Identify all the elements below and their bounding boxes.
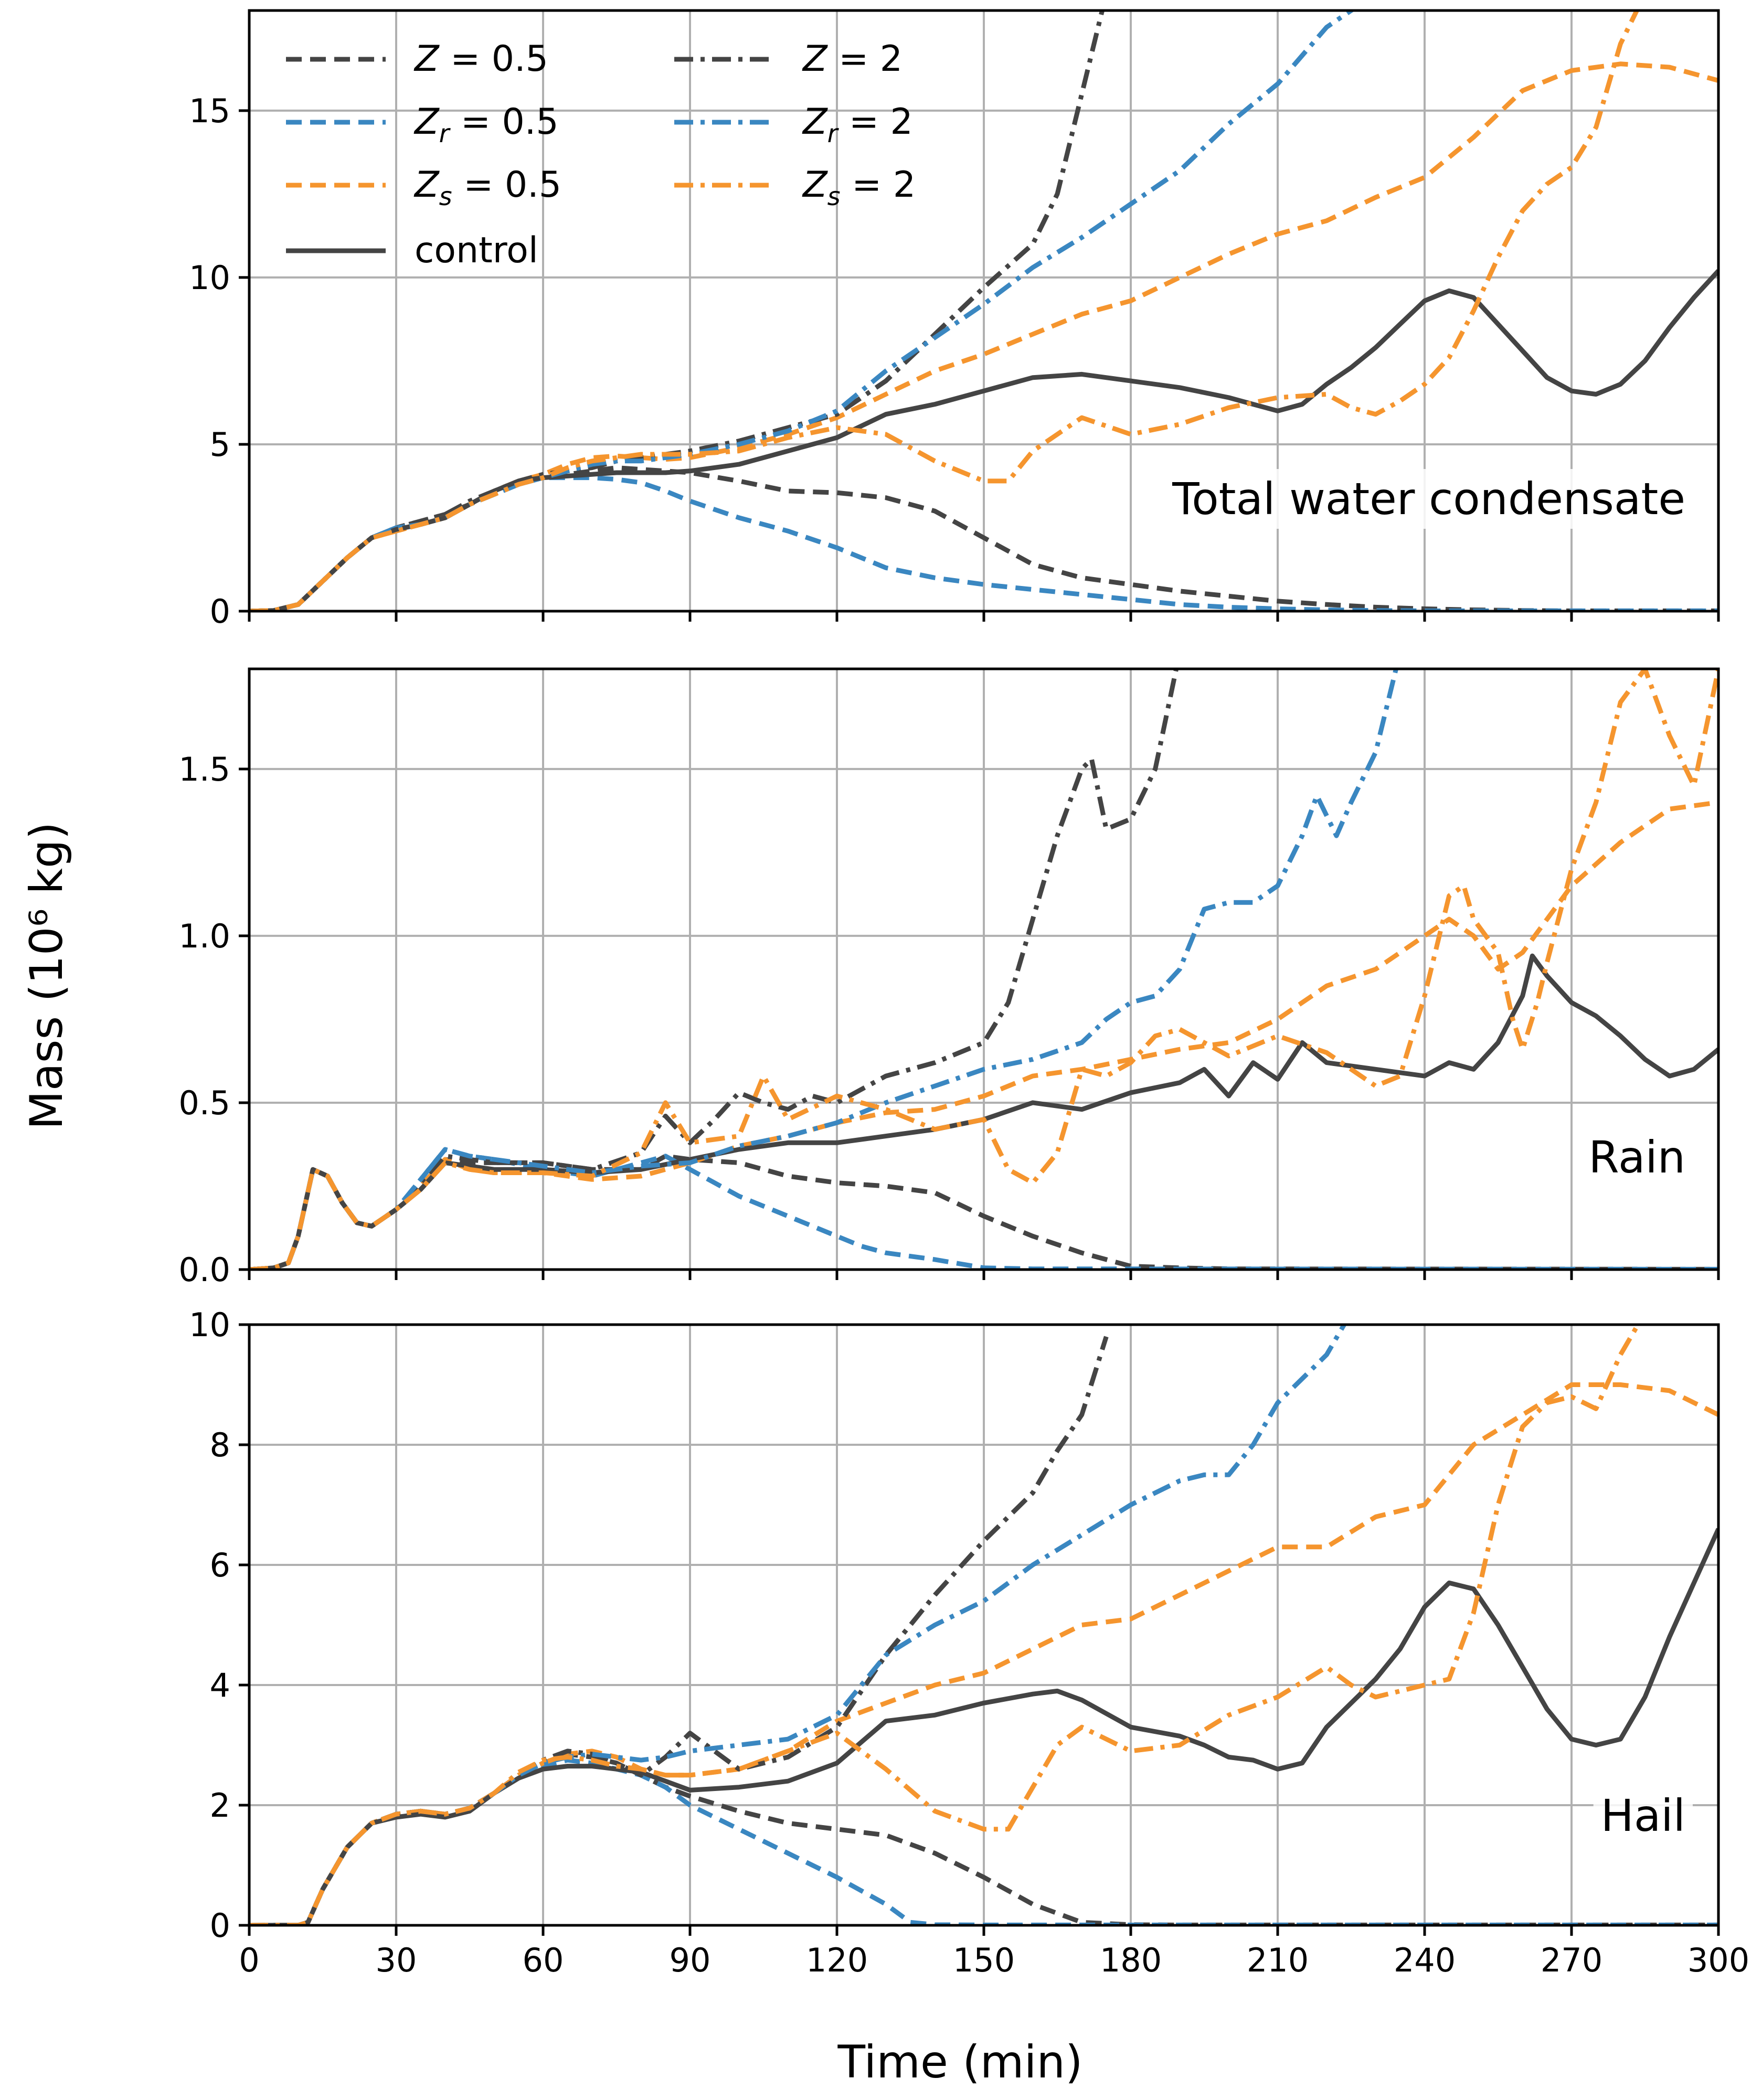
panel-hail: Hail 0 2 4 6 8 10 0 30 60 90 120 150 180 210 240 270 30… bbox=[189, 1306, 1749, 1979]
x-tick-label: 270 bbox=[1541, 1941, 1602, 1979]
series-zs2 bbox=[249, 10, 1640, 611]
y-tick-label: 1.0 bbox=[178, 917, 230, 955]
x-tick-label: 60 bbox=[523, 1941, 564, 1979]
legend-label: Zr = 2 bbox=[802, 101, 913, 148]
legend-item-z05: Z = 0.5 bbox=[286, 38, 548, 80]
series-control bbox=[249, 1528, 1718, 1925]
y-tick-label: 1.5 bbox=[178, 750, 230, 788]
panel-2-frame bbox=[248, 1323, 1720, 1927]
panel-total-water-condensate: Z = 0.5 Zr = 0.5 Zs = 0.5 control Z = 2 Zr = … bbox=[189, 9, 1720, 631]
y-axis-label: Mass (10⁶ kg) bbox=[20, 822, 73, 1130]
legend-item-zs05: Zs = 0.5 bbox=[286, 164, 561, 211]
y-tick-label: 10 bbox=[189, 1306, 230, 1344]
y-tick-label: 15 bbox=[189, 92, 230, 130]
panel-label-background bbox=[1164, 469, 1693, 529]
y-tick-label: 0.0 bbox=[178, 1251, 230, 1289]
panel-1-frame bbox=[248, 667, 1720, 1271]
series-z2 bbox=[249, 669, 1179, 1270]
legend-label: Zs = 2 bbox=[802, 164, 916, 211]
y-tick-label: 10 bbox=[189, 259, 230, 297]
y-tick-label: 5 bbox=[210, 425, 230, 464]
legend-label: Z = 0.5 bbox=[413, 38, 548, 80]
panel-label-background bbox=[1581, 1127, 1693, 1187]
legend-label: Zr = 0.5 bbox=[413, 101, 559, 148]
legend: Z = 0.5 Zr = 0.5 Zs = 0.5 control Z = 2 Zr = … bbox=[286, 38, 916, 271]
panel-1-x-ticks bbox=[248, 1270, 1720, 1280]
legend-item-z2: Z = 2 bbox=[674, 38, 903, 80]
panel-2-y-ticks: 0 2 4 6 8 10 bbox=[189, 1306, 249, 1945]
y-tick-label: 4 bbox=[210, 1666, 230, 1704]
panel-0-x-ticks bbox=[248, 611, 1720, 622]
series-z2 bbox=[249, 10, 1105, 611]
panel-1-title: Rain bbox=[1588, 1132, 1685, 1183]
panel-0-title: Total water condensate bbox=[1172, 473, 1685, 525]
series-z05 bbox=[249, 1752, 1718, 1925]
series-control bbox=[249, 953, 1718, 1270]
series-zs2 bbox=[249, 669, 1718, 1270]
panel-0-frame bbox=[248, 9, 1720, 613]
panel-1-y-ticks: 0.0 0.5 1.0 1.5 bbox=[178, 750, 249, 1289]
series-zs05 bbox=[249, 61, 1718, 611]
legend-item-ctrl: control bbox=[286, 230, 538, 271]
legend-item-zr2: Zr = 2 bbox=[674, 101, 913, 148]
legend-label: Z = 2 bbox=[802, 38, 903, 80]
x-tick-label: 30 bbox=[376, 1941, 417, 1979]
panel-2-title: Hail bbox=[1601, 1790, 1685, 1841]
series-zs2 bbox=[249, 1325, 1641, 1925]
x-tick-label: 150 bbox=[953, 1941, 1015, 1979]
y-tick-label: 8 bbox=[210, 1426, 230, 1464]
x-axis-label: Time (min) bbox=[837, 2036, 1082, 2088]
legend-item-zr05: Zr = 0.5 bbox=[286, 101, 559, 148]
series-z2 bbox=[249, 1336, 1109, 1925]
y-tick-label: 0 bbox=[210, 592, 230, 631]
series-zr05 bbox=[249, 475, 1718, 611]
series-zr05 bbox=[249, 1757, 1718, 1925]
panel-0-plot bbox=[249, 10, 1718, 611]
panel-rain: Rain 0.0 0.5 1.0 1.5 bbox=[178, 667, 1720, 1289]
panel-label-background bbox=[1593, 1786, 1693, 1846]
y-tick-label: 2 bbox=[210, 1786, 230, 1825]
series-z05 bbox=[249, 465, 1718, 611]
x-tick-label: 90 bbox=[670, 1941, 711, 1979]
panel-2-plot bbox=[249, 1325, 1718, 1925]
x-tick-label: 300 bbox=[1687, 1941, 1749, 1979]
legend-item-zs2: Zs = 2 bbox=[674, 164, 916, 211]
x-tick-label: 210 bbox=[1247, 1941, 1309, 1979]
legend-label: Zs = 0.5 bbox=[413, 164, 561, 211]
x-tick-label: 120 bbox=[806, 1941, 868, 1979]
legend-label: control bbox=[415, 230, 538, 271]
x-tick-label: 0 bbox=[239, 1941, 259, 1979]
x-tick-label: 240 bbox=[1394, 1941, 1456, 1979]
y-tick-label: 0.5 bbox=[178, 1084, 230, 1122]
panel-0-y-ticks: 0 5 10 15 bbox=[189, 92, 249, 631]
x-tick-label: 180 bbox=[1100, 1941, 1162, 1979]
y-tick-label: 0 bbox=[210, 1906, 230, 1945]
panel-2-x-ticks: 0 30 60 90 120 150 180 210 240 270 300 bbox=[239, 1925, 1749, 1979]
y-tick-label: 6 bbox=[210, 1546, 230, 1584]
panel-1-plot bbox=[249, 669, 1718, 1270]
